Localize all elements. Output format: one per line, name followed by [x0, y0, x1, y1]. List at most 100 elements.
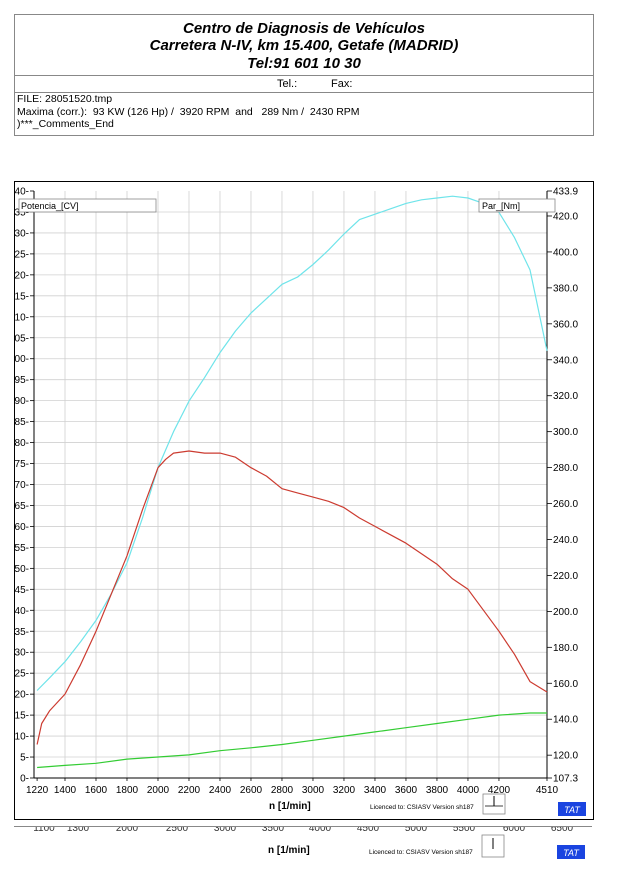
right-axis-label: Par_[Nm]	[482, 201, 520, 211]
right-tick-label: 260.0	[553, 499, 578, 510]
tel-label: Tel.:	[277, 78, 298, 90]
x-tick-label: 2800	[271, 785, 294, 796]
footer-strip-svg: 1100 1300 2000 2500 3000 3500 4000 4500 5000 5500…	[33, 827, 585, 859]
licence-text: Licenced to: CSIASV Version sh187	[370, 804, 474, 811]
fax-label: Fax:	[331, 78, 353, 90]
right-tick-label: 140.0	[553, 715, 578, 726]
x-tick-label: 3400	[364, 785, 387, 796]
left-tick-label: 50-	[15, 564, 29, 575]
strip-tick-label: 4000	[309, 827, 332, 834]
right-tick-label: 400.0	[553, 247, 578, 258]
strip-tick-label: 2000	[116, 827, 139, 834]
strip-ticks: 1100 1300 2000 2500 3000 3500 4000 4500 5000 5500…	[33, 827, 573, 834]
x-tick-label: 3800	[426, 785, 449, 796]
left-tick-label: 35-	[15, 627, 29, 638]
power-curve	[36, 450, 548, 745]
chart-series	[36, 195, 548, 769]
brand-badge	[558, 802, 586, 816]
strip-x-axis-label: n [1/min]	[268, 845, 310, 856]
left-tick-label: 0-	[20, 774, 29, 785]
left-tick-label: 65-	[15, 501, 29, 512]
tel-fax-row: Tel.: Fax:	[14, 75, 594, 93]
left-axis-label-box	[18, 198, 157, 213]
x-axis-label: n [1/min]	[269, 801, 311, 812]
left-tick-label: 45-	[15, 585, 29, 596]
left-tick-label: 30-	[15, 648, 29, 659]
test-info: FILE: 28051520.tmp Maxima (corr.): 93 KW…	[14, 93, 594, 136]
right-tick-label: 420.0	[553, 211, 578, 222]
left-tick-label: 70-	[15, 480, 29, 491]
left-tick-label: 90-	[15, 396, 29, 407]
report-header: Centro de Diagnosis de Vehículos Carrete…	[14, 14, 594, 75]
x-tick-label: 2600	[240, 785, 263, 796]
comments-end: )***_Comments_End	[17, 118, 114, 130]
right-tick-label: 340.0	[553, 355, 578, 366]
dyno-chart-panel: 1220 1400 1600 1800 2000 2200 2400 2600 2800 3000…	[9, 181, 594, 820]
strip-tick-label: 6000	[503, 827, 526, 834]
x-tick-label: 2000	[147, 785, 170, 796]
maxima-line: Maxima (corr.): 93 KW (126 Hp) / 3920 RP…	[17, 105, 360, 118]
left-tick-label: 55-	[15, 543, 29, 554]
strip-tick-label: 3500	[262, 827, 285, 834]
strip-tick-label: 5500	[453, 827, 476, 834]
dyno-chart: 1220 1400 1600 1800 2000 2200 2400 2600 2800 3000…	[9, 187, 586, 816]
file-name: FILE: 28051520.tmp	[17, 93, 113, 105]
x-tick-label: 1800	[116, 785, 139, 796]
x-tick-label: 2200	[178, 785, 201, 796]
strip-licence-text: Licenced to: CSIASV Version sh187	[369, 849, 473, 856]
right-tick-label: 200.0	[553, 607, 578, 618]
duplicate-footer-strip: 1100 1300 2000 2500 3000 3500 4000 4500 5000 5500…	[14, 826, 592, 863]
right-tick-label: 160.0	[553, 679, 578, 690]
left-tick-label: 110-	[15, 312, 29, 323]
left-tick-label: 105-	[15, 333, 29, 344]
company-phone: Tel:91 601 10 30	[247, 55, 361, 72]
left-tick-label: 140-	[15, 187, 29, 198]
x-tick-label: 2400	[209, 785, 232, 796]
left-tick-label: 75-	[15, 459, 29, 470]
right-tick-label: 280.0	[553, 463, 578, 474]
strip-brand-badge	[557, 845, 585, 859]
x-tick-label: 4200	[488, 785, 511, 796]
right-tick-label: 300.0	[553, 427, 578, 438]
left-tick-label: 135-	[15, 207, 29, 218]
left-tick-label: 20-	[15, 690, 29, 701]
chart-axes: 1220 1400 1600 1800 2000 2200 2400 2600 2800 3000…	[9, 187, 578, 797]
right-tick-label: 240.0	[553, 535, 578, 546]
left-tick-label: 115-	[15, 291, 29, 302]
company-address: Carretera N-IV, km 15.400, Getafe (MADRI…	[149, 37, 459, 54]
left-tick-label: 120-	[15, 270, 29, 281]
x-tick-label: 4000	[457, 785, 480, 796]
left-tick-label: 60-	[15, 522, 29, 533]
right-tick-label: 220.0	[553, 571, 578, 582]
left-tick-label: 15-	[15, 711, 29, 722]
strip-tick-label: 2500	[166, 827, 189, 834]
left-tick-label: 80-	[15, 438, 29, 449]
left-axis-label: Potencia_[CV]	[21, 201, 79, 211]
strip-tick-label: 5000	[405, 827, 428, 834]
right-tick-label: 180.0	[553, 643, 578, 654]
brand-text: TAT	[564, 805, 581, 815]
right-tick-label: 107.3	[553, 774, 578, 785]
x-tick-label: 4510	[536, 785, 559, 796]
left-tick-label: 40-	[15, 606, 29, 617]
left-tick-label: 25-	[15, 669, 29, 680]
x-tick-label: 1220	[26, 785, 49, 796]
left-tick-label: 100-	[15, 354, 29, 365]
left-tick-label: 125-	[15, 249, 29, 260]
x-tick-label: 3200	[333, 785, 356, 796]
chart-labels: Potencia_[CV] Par_[Nm] n [1/min] Licence…	[18, 198, 586, 816]
strip-brand-text: TAT	[563, 848, 580, 858]
strip-tick-label: 1100	[33, 827, 55, 834]
strip-tick-label: 4500	[357, 827, 380, 834]
x-tick-label: 3600	[395, 785, 418, 796]
x-tick-label: 3000	[302, 785, 325, 796]
strip-tick-label: 1300	[67, 827, 90, 834]
chart-grid	[34, 191, 547, 778]
right-axis-label-box	[478, 198, 556, 213]
right-tick-label: 320.0	[553, 391, 578, 402]
x-tick-label: 1600	[85, 785, 108, 796]
left-tick-label: 95-	[15, 375, 29, 386]
loss-curve	[37, 712, 547, 769]
right-tick-label: 360.0	[553, 319, 578, 330]
company-name: Centro de Diagnosis de Vehículos	[183, 20, 425, 37]
